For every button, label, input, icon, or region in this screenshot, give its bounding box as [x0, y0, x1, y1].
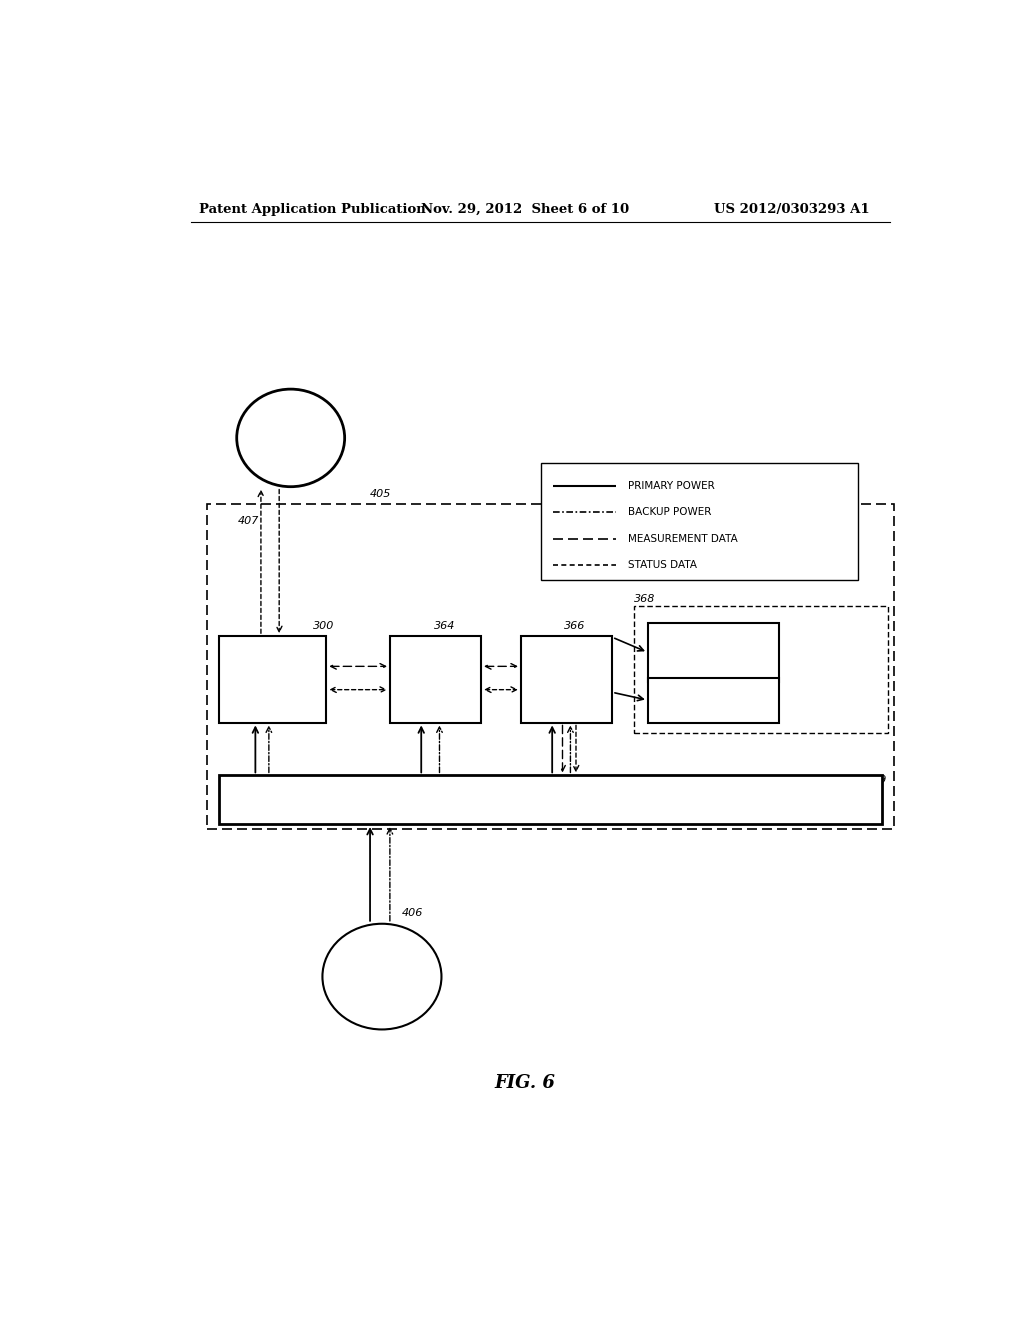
Text: FIG. 6: FIG. 6 — [495, 1074, 555, 1093]
Bar — [219, 636, 327, 722]
Bar — [521, 636, 612, 722]
Text: ANGULAR RATE
SENSOR: ANGULAR RATE SENSOR — [669, 642, 758, 664]
Text: 406: 406 — [401, 908, 423, 917]
Text: US 2012/0303293 A1: US 2012/0303293 A1 — [715, 203, 870, 215]
Text: PRIMARY POWER: PRIMARY POWER — [628, 480, 715, 491]
Text: EXTERNAL
NETWORK: EXTERNAL NETWORK — [258, 426, 324, 449]
Ellipse shape — [323, 924, 441, 1030]
Text: 300: 300 — [313, 620, 334, 631]
Text: 364: 364 — [433, 620, 455, 631]
Bar — [634, 606, 888, 733]
Text: DIGITAL
BOARD: DIGITAL BOARD — [410, 665, 462, 694]
Text: 368: 368 — [634, 594, 655, 603]
Ellipse shape — [237, 389, 345, 487]
Bar — [219, 775, 882, 824]
Text: 407: 407 — [238, 516, 259, 527]
Text: POWER BOARD: POWER BOARD — [498, 793, 603, 807]
Text: MEASUREMENT DATA: MEASUREMENT DATA — [628, 533, 737, 544]
Bar — [648, 677, 779, 722]
Text: ACCELEROMETER: ACCELEROMETER — [663, 696, 764, 705]
Text: BACKUP POWER: BACKUP POWER — [628, 507, 712, 517]
Text: 366: 366 — [564, 620, 586, 631]
Text: EXTERNAL
POWER: EXTERNAL POWER — [349, 965, 415, 987]
Text: 405: 405 — [370, 488, 391, 499]
Text: STATUS DATA: STATUS DATA — [628, 560, 697, 570]
Text: ANALOG
BOARD: ANALOG BOARD — [539, 665, 594, 694]
Text: 369: 369 — [866, 775, 888, 785]
Text: Nov. 29, 2012  Sheet 6 of 10: Nov. 29, 2012 Sheet 6 of 10 — [421, 203, 629, 215]
Bar — [390, 636, 481, 722]
Bar — [648, 623, 779, 682]
Bar — [541, 463, 858, 581]
Text: TRANSCEIVER
BOARD: TRANSCEIVER BOARD — [226, 665, 318, 694]
Text: Patent Application Publication: Patent Application Publication — [200, 203, 426, 215]
Bar — [207, 504, 894, 829]
